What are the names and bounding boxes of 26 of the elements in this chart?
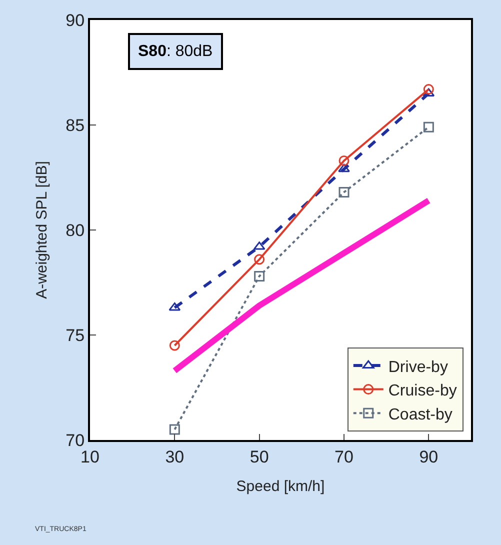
y-tick-label: 75 [66, 326, 85, 345]
y-tick-label: 90 [66, 10, 85, 30]
point [338, 164, 350, 172]
x-tick-label: 30 [165, 447, 184, 466]
text: S80: 80dB [138, 43, 213, 60]
point [254, 254, 265, 265]
point [169, 424, 180, 435]
point [168, 302, 181, 311]
point [423, 84, 434, 95]
legend-label: Cruise-by [388, 382, 457, 400]
point [254, 270, 265, 282]
x-tick-label: 10 [80, 447, 100, 466]
x-tick-label: 70 [334, 447, 354, 466]
x-axis-title: Speed [km/h] [236, 478, 325, 495]
y-tick-label: 85 [66, 116, 85, 135]
x-tick-label: 90 [419, 447, 438, 466]
y-axis-title: A-weighted SPL [dB] [33, 161, 50, 299]
y-tick-label: 70 [66, 430, 85, 450]
point [338, 186, 350, 198]
point [169, 340, 180, 351]
y-tick-label: 80 [66, 220, 85, 240]
legend-label: Drive-by [388, 358, 448, 376]
legend-label: Coast-by [388, 406, 452, 424]
x-tick-label: 50 [250, 447, 269, 466]
point [338, 155, 350, 166]
point [423, 122, 434, 132]
